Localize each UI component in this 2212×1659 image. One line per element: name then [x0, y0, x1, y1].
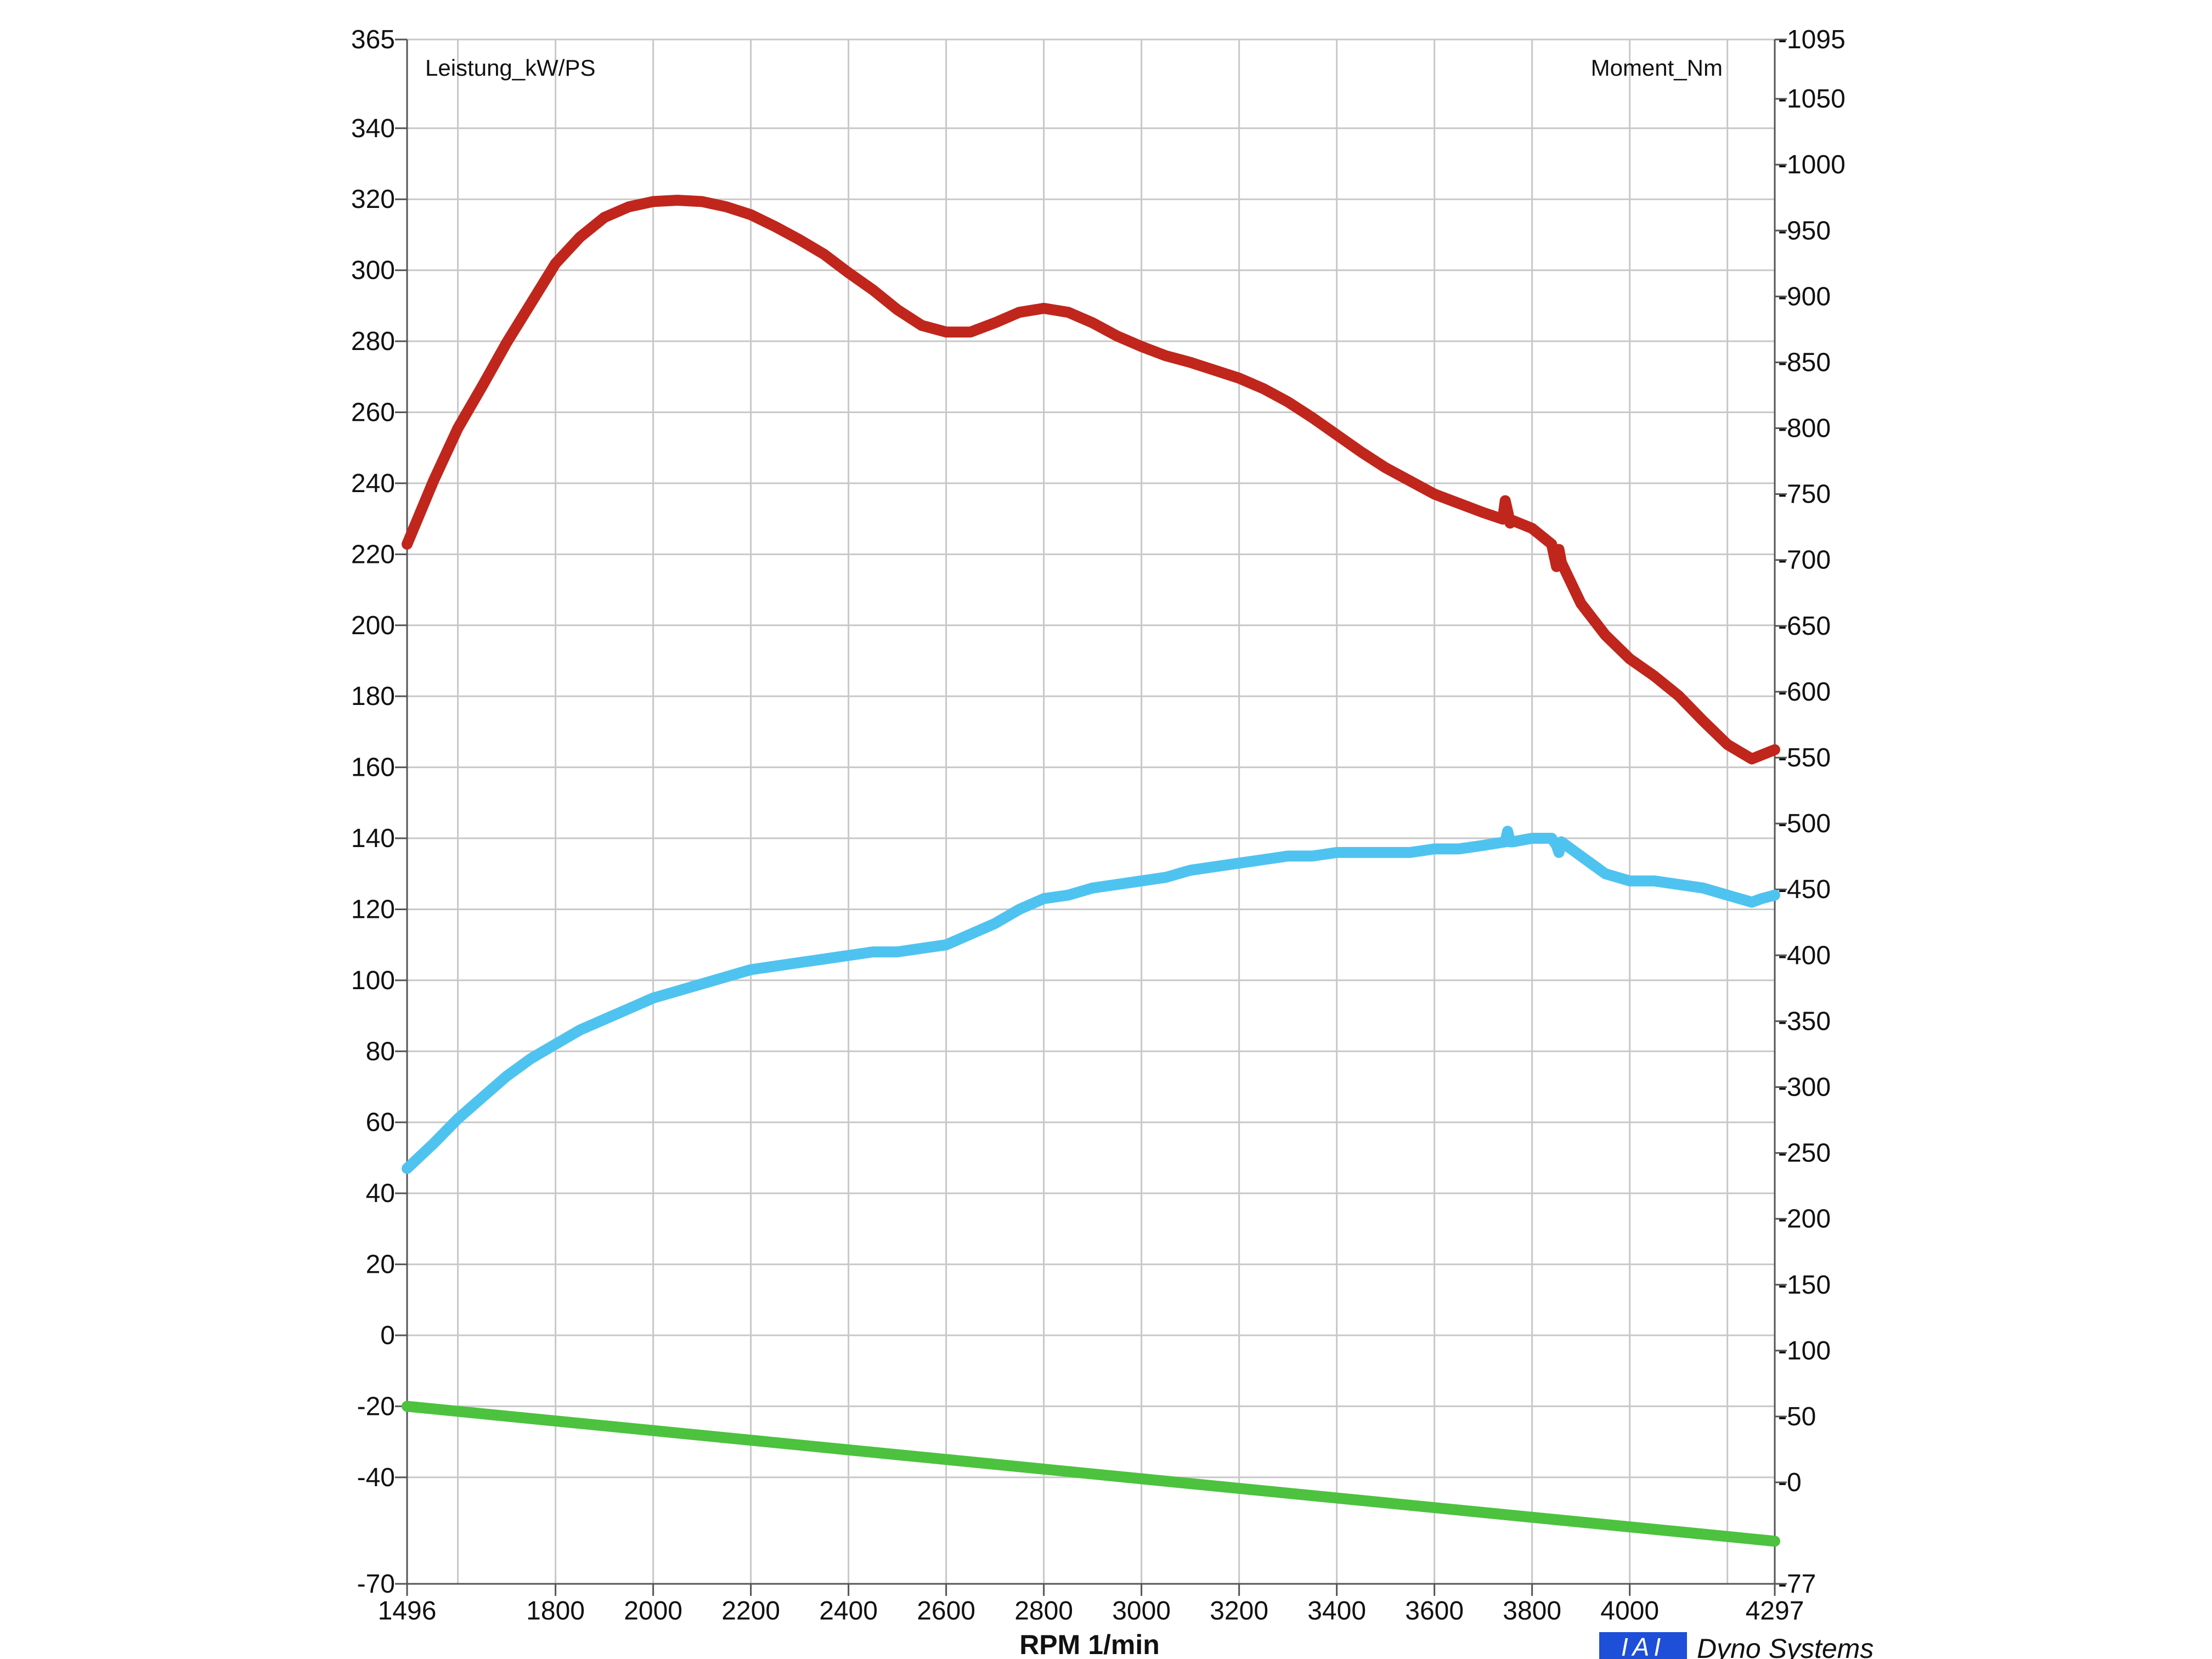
y-right-tick-label: -950 — [1778, 216, 1831, 245]
y-right-tick-label: -200 — [1778, 1205, 1831, 1234]
series-layer — [402, 195, 1780, 1547]
y-left-tick-label: 0 — [380, 1321, 395, 1350]
y-left-tick-label: 260 — [351, 398, 395, 427]
y-left-tick-label: 240 — [351, 469, 395, 498]
y-left-tick-label: 60 — [366, 1108, 395, 1137]
series-line-moment-nm — [402, 195, 1780, 765]
y-left-tick-label: 20 — [366, 1250, 395, 1279]
y-right-tick-label: -650 — [1778, 612, 1831, 641]
y-right-tick-label: -77 — [1778, 1570, 1816, 1599]
x-tick-label: 3600 — [1405, 1596, 1464, 1626]
series-line-verlust-kw — [402, 1401, 1780, 1547]
y-right-tick-label: -700 — [1778, 546, 1831, 575]
brand-company-name: Dyno Systems — [1697, 1633, 1874, 1659]
x-tick-label: 3000 — [1112, 1596, 1171, 1626]
x-tick-label: 2000 — [624, 1596, 682, 1626]
y-right-tick-label: -350 — [1778, 1007, 1831, 1036]
x-tick-label: 2200 — [721, 1596, 780, 1626]
grid-layer — [407, 38, 1775, 1585]
x-tick-label: 4297 — [1746, 1596, 1804, 1626]
y-right-tick-label: -400 — [1778, 941, 1831, 970]
y-right-tick-label: -250 — [1778, 1139, 1831, 1168]
y-right-tick-label: -900 — [1778, 282, 1831, 311]
brand-logo-text: IAI — [1621, 1633, 1665, 1659]
y-right-tick-label: -300 — [1778, 1073, 1831, 1102]
x-tick-label: 2600 — [917, 1596, 975, 1626]
y-left-tick-label: -70 — [357, 1570, 395, 1599]
y-right-tick-label: -50 — [1778, 1402, 1816, 1431]
y-left-tick-label: -20 — [357, 1392, 395, 1421]
y-left-tick-label: 200 — [351, 611, 395, 640]
y-left-tick-label: 365 — [351, 25, 395, 54]
y-right-tick-label: -1095 — [1778, 25, 1846, 54]
axis-layer: -70-40-200204060801001201401601802002202… — [351, 25, 1846, 1626]
y-left-tick-label: 320 — [351, 185, 395, 214]
y-left-tick-label: 280 — [351, 327, 395, 356]
y-right-tick-label: -550 — [1778, 743, 1831, 772]
y-left-tick-label: 220 — [351, 540, 395, 569]
x-tick-label: 3400 — [1307, 1596, 1366, 1626]
y-right-tick-label: -800 — [1778, 414, 1831, 443]
x-axis-label: RPM 1/min — [1019, 1629, 1160, 1659]
y-left-tick-label: 180 — [351, 682, 395, 711]
x-tick-label: 2400 — [819, 1596, 878, 1626]
x-tick-label: 3800 — [1503, 1596, 1561, 1626]
y-left-tick-label: 340 — [351, 114, 395, 143]
y-right-tick-label: -450 — [1778, 875, 1831, 904]
right-axis-label: Moment_Nm — [1591, 55, 1723, 81]
y-left-tick-label: 160 — [351, 753, 395, 782]
series-line-leistung-kw — [402, 826, 1780, 1174]
y-left-tick-label: 300 — [351, 256, 395, 285]
y-left-tick-label: 140 — [351, 824, 395, 853]
x-tick-label: 1800 — [526, 1596, 585, 1626]
y-left-tick-label: 80 — [366, 1037, 395, 1066]
y-right-tick-label: -1050 — [1778, 84, 1846, 114]
y-left-tick-label: 100 — [351, 966, 395, 995]
x-tick-label: 1496 — [378, 1596, 437, 1626]
x-tick-label: 2800 — [1014, 1596, 1073, 1626]
x-tick-label: 4000 — [1600, 1596, 1659, 1626]
y-right-tick-label: -750 — [1778, 480, 1831, 509]
y-right-tick-label: -0 — [1778, 1468, 1802, 1497]
y-right-tick-label: -850 — [1778, 348, 1831, 377]
x-tick-label: 3200 — [1210, 1596, 1268, 1626]
y-right-tick-label: -600 — [1778, 678, 1831, 707]
brand-logo-box — [1599, 1632, 1687, 1659]
y-right-tick-label: -500 — [1778, 809, 1831, 838]
y-right-tick-label: -100 — [1778, 1336, 1831, 1365]
y-left-tick-label: 40 — [366, 1179, 395, 1208]
brand-logo: IAI Dyno Systems — [1599, 1632, 1874, 1659]
y-right-tick-label: -1000 — [1778, 150, 1846, 179]
y-left-tick-label: -40 — [357, 1463, 395, 1492]
y-right-tick-label: -150 — [1778, 1271, 1831, 1300]
left-axis-label: Leistung_kW/PS — [425, 55, 596, 81]
y-left-tick-label: 120 — [351, 895, 395, 924]
